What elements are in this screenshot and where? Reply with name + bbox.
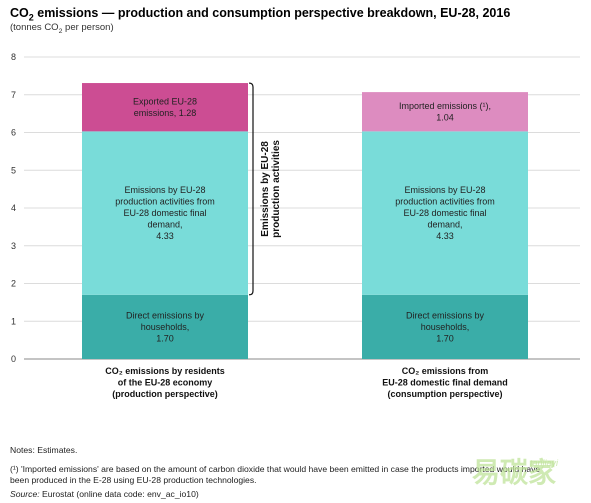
bar-segment [82, 294, 248, 359]
data-label: 1.04 [436, 112, 454, 122]
watermark-subtext: tanjiayi [530, 458, 559, 468]
x-category-label: EU-28 domestic final demand [382, 378, 508, 388]
bracket-label: production activities [271, 140, 282, 238]
x-category-label: CO₂ emissions by residents [105, 366, 225, 376]
x-category-label: (consumption perspective) [387, 389, 502, 399]
y-tick-label: 0 [11, 354, 16, 364]
bar-segment [362, 131, 528, 295]
data-label: 1.70 [156, 333, 174, 343]
y-tick-label: 7 [11, 90, 16, 100]
source-line: Source: Eurostat (online data code: env_… [10, 489, 199, 499]
data-label: households, [421, 322, 470, 332]
bar-segment [362, 92, 528, 132]
data-label: Imported emissions (¹), [399, 101, 491, 111]
y-tick-label: 5 [11, 165, 16, 175]
data-label: Emissions by EU-28 [124, 185, 205, 195]
x-category-label: of the EU-28 economy [118, 378, 213, 388]
bar-segment [362, 294, 528, 359]
data-label: demand, [427, 220, 462, 230]
data-label: Direct emissions by [126, 310, 205, 320]
data-label: emissions, 1.28 [134, 108, 197, 118]
bracket [248, 82, 254, 296]
y-tick-label: 1 [11, 316, 16, 326]
y-tick-label: 8 [11, 52, 16, 62]
data-label: demand, [147, 220, 182, 230]
watermark-logo: 易碳家 tanjiayi [468, 448, 586, 496]
data-label: households, [141, 322, 190, 332]
data-label: 1.70 [436, 333, 454, 343]
x-category-label: CO₂ emissions from [402, 366, 489, 376]
data-label: EU-28 domestic final [123, 208, 206, 218]
data-label: production activities from [395, 197, 495, 207]
chart-title: CO2 emissions — production and consumpti… [10, 6, 511, 23]
x-category-label: (production perspective) [112, 389, 218, 399]
chart-subtitle: (tonnes CO2 per person) [10, 22, 114, 35]
y-tick-label: 4 [11, 203, 16, 213]
bar-segment [82, 83, 248, 132]
data-label: EU-28 domestic final [403, 208, 486, 218]
y-tick-label: 2 [11, 279, 16, 289]
y-tick-label: 3 [11, 241, 16, 251]
bar-segment [82, 131, 248, 295]
data-label: Direct emissions by [406, 310, 485, 320]
data-label: production activities from [115, 197, 215, 207]
footnote-imported-emissions: (¹) 'Imported emissions' are based on th… [10, 464, 541, 485]
data-label: Emissions by EU-28 [404, 185, 485, 195]
notes-estimates: Notes: Estimates. [10, 445, 78, 455]
data-label: Exported EU-28 [133, 96, 197, 106]
bracket-label: Emissions by EU-28 [260, 141, 271, 237]
y-tick-label: 6 [11, 128, 16, 138]
watermark-text: 易碳家 [472, 456, 556, 489]
data-label: 4.33 [436, 231, 454, 241]
data-label: 4.33 [156, 231, 174, 241]
